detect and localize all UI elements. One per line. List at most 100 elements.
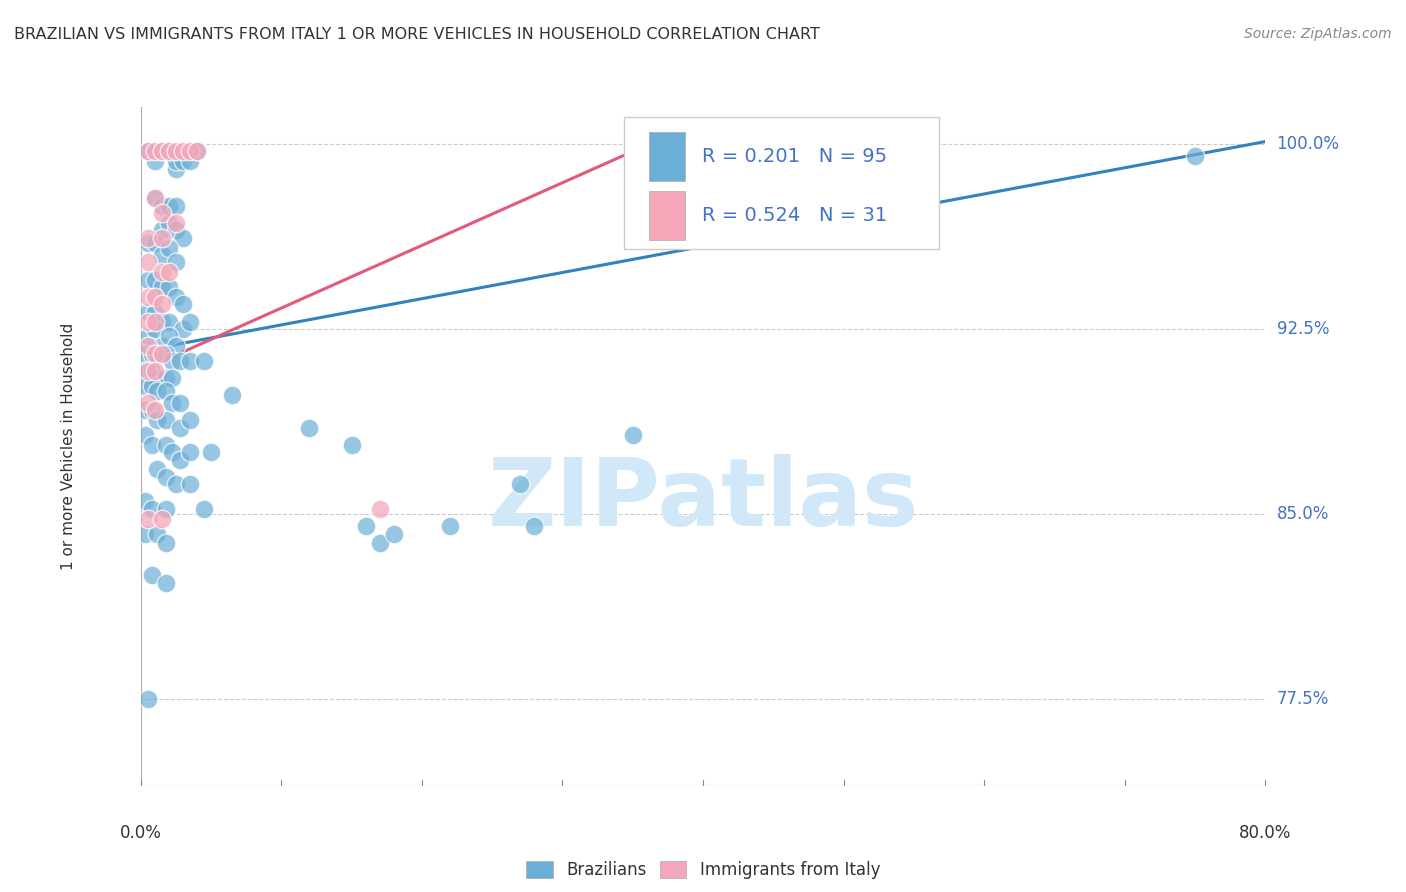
Text: R = 0.201   N = 95: R = 0.201 N = 95 — [702, 147, 887, 166]
Text: 77.5%: 77.5% — [1277, 690, 1329, 707]
Point — [143, 346, 166, 360]
Text: 1 or more Vehicles in Household: 1 or more Vehicles in Household — [60, 322, 76, 570]
Point — [155, 413, 177, 427]
Point — [169, 420, 191, 434]
Text: ZIPatlas: ZIPatlas — [488, 454, 918, 546]
Point — [143, 314, 166, 328]
Point — [134, 378, 156, 392]
Point — [186, 145, 208, 159]
Point — [1184, 149, 1206, 163]
Point — [146, 371, 169, 385]
Point — [165, 477, 187, 491]
Point — [172, 297, 194, 311]
Point — [146, 462, 169, 476]
Point — [193, 501, 215, 516]
Point — [150, 512, 173, 526]
Point — [143, 154, 166, 169]
Point — [155, 371, 177, 385]
Point — [368, 536, 391, 550]
Point — [160, 396, 183, 410]
Point — [136, 512, 159, 526]
Point — [136, 255, 159, 269]
Point — [136, 230, 159, 244]
Point — [143, 290, 166, 304]
Point — [146, 413, 169, 427]
Point — [193, 354, 215, 368]
Point — [150, 280, 173, 294]
Point — [134, 494, 156, 508]
Point — [165, 199, 187, 213]
Point — [136, 364, 159, 378]
Point — [146, 346, 169, 360]
Point — [157, 280, 180, 294]
Point — [169, 452, 191, 467]
Point — [221, 388, 243, 402]
Point — [141, 568, 163, 582]
Point — [186, 145, 208, 159]
Text: 0.0%: 0.0% — [120, 824, 162, 842]
Text: 80.0%: 80.0% — [1239, 824, 1292, 842]
Point — [157, 145, 180, 159]
Point — [136, 329, 159, 343]
Point — [136, 290, 159, 304]
Point — [165, 154, 187, 169]
Point — [150, 145, 173, 159]
Point — [165, 223, 187, 237]
Text: 92.5%: 92.5% — [1277, 320, 1329, 338]
Point — [150, 297, 173, 311]
Point — [150, 339, 173, 353]
Point — [150, 346, 173, 360]
Point — [157, 199, 180, 213]
Point — [134, 364, 156, 378]
Point — [169, 354, 191, 368]
Point — [155, 438, 177, 452]
Point — [143, 145, 166, 159]
Point — [169, 396, 191, 410]
Point — [157, 329, 180, 343]
Point — [143, 364, 166, 378]
Point — [172, 230, 194, 244]
Point — [155, 536, 177, 550]
Point — [136, 272, 159, 286]
Point — [136, 691, 159, 706]
Point — [136, 235, 159, 250]
Point — [621, 428, 644, 442]
Point — [165, 339, 187, 353]
Point — [150, 314, 173, 328]
Point — [165, 161, 187, 176]
Text: BRAZILIAN VS IMMIGRANTS FROM ITALY 1 OR MORE VEHICLES IN HOUSEHOLD CORRELATION C: BRAZILIAN VS IMMIGRANTS FROM ITALY 1 OR … — [14, 27, 820, 42]
Point — [150, 230, 173, 244]
Point — [155, 384, 177, 398]
Point — [179, 145, 201, 159]
Legend: Brazilians, Immigrants from Italy: Brazilians, Immigrants from Italy — [526, 861, 880, 880]
Point — [172, 322, 194, 336]
Point — [157, 241, 180, 255]
Point — [172, 145, 194, 159]
Point — [136, 314, 159, 328]
Point — [340, 438, 363, 452]
Point — [143, 235, 166, 250]
Point — [382, 526, 405, 541]
Point — [150, 248, 173, 262]
Text: Source: ZipAtlas.com: Source: ZipAtlas.com — [1244, 27, 1392, 41]
Point — [179, 445, 201, 459]
Point — [179, 413, 201, 427]
Point — [354, 519, 377, 533]
Point — [136, 339, 159, 353]
Point — [134, 428, 156, 442]
Point — [179, 154, 201, 169]
Point — [160, 354, 183, 368]
Text: 85.0%: 85.0% — [1277, 505, 1329, 523]
FancyBboxPatch shape — [624, 117, 939, 250]
Point — [136, 396, 159, 410]
Point — [146, 384, 169, 398]
Point — [150, 145, 173, 159]
Point — [136, 304, 159, 318]
Point — [155, 470, 177, 484]
Point — [136, 145, 159, 159]
Point — [150, 199, 173, 213]
Text: 100.0%: 100.0% — [1277, 135, 1340, 153]
Point — [150, 206, 173, 220]
Point — [509, 477, 531, 491]
Point — [136, 145, 159, 159]
